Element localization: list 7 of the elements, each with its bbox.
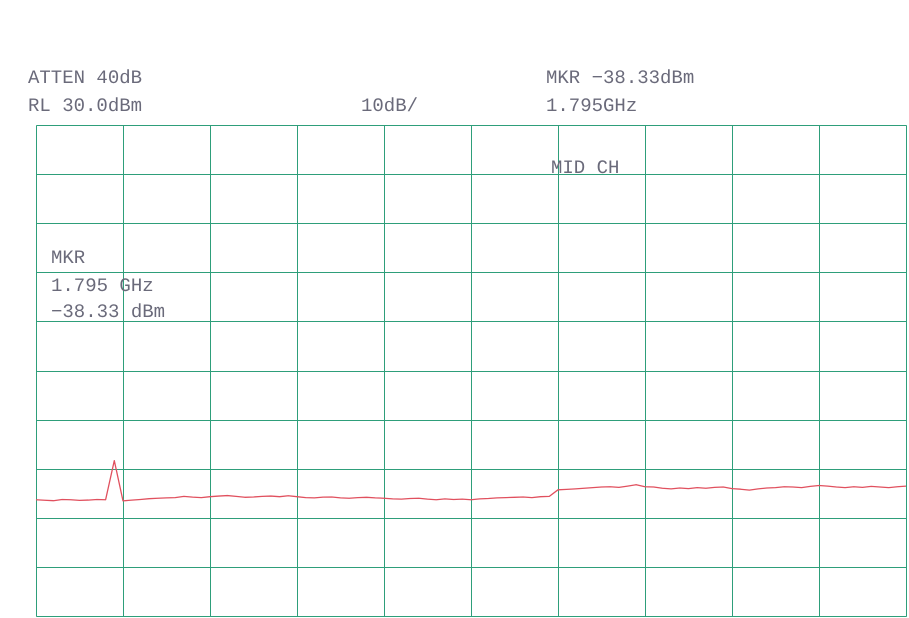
text: RL 30.0dBm	[28, 95, 142, 117]
text: MKR	[51, 247, 86, 269]
text: 1.795GHz	[546, 95, 638, 117]
text: −38.33 dBm	[51, 301, 166, 323]
text: MKR −38.33dBm	[546, 67, 694, 89]
text: 10dB/	[361, 95, 418, 117]
text: ATTEN 40dB	[28, 67, 142, 89]
